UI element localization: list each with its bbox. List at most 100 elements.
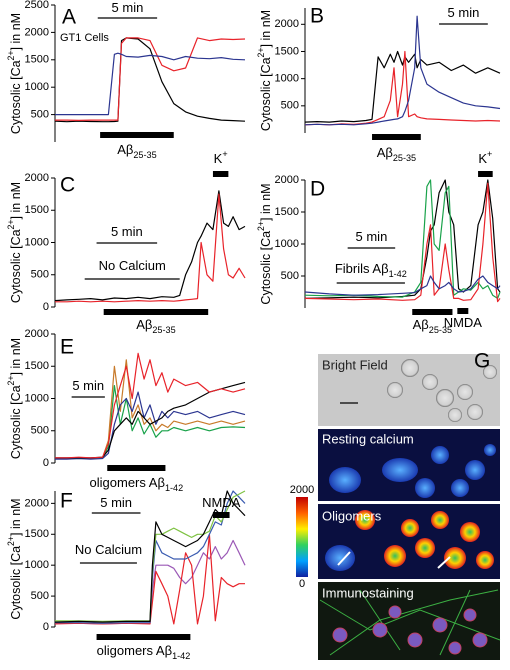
y-tick-label: 500: [31, 109, 49, 121]
bar-label: NMDA: [202, 495, 241, 510]
arrow: [437, 556, 451, 569]
label-part: 5 min: [100, 495, 132, 510]
panel-letter: G: [474, 350, 490, 373]
label-part: Cytosolic [Ca: [259, 231, 273, 305]
colorbar-max: 2000: [290, 484, 314, 496]
panel: 0 500 1000 1500 2000 5 min No Calcium oligomers…: [6, 490, 246, 661]
bar-label: 5 min: [100, 495, 132, 510]
bar-label: oligomers Aβ1-42: [97, 643, 191, 661]
oligomer-cells: [355, 510, 494, 569]
label-part: NMDA: [202, 495, 241, 510]
label-part: 2+: [6, 50, 16, 60]
bar-label: No Calcium: [99, 258, 166, 273]
label-part: K: [478, 151, 487, 166]
y-tick-label: 2000: [25, 328, 49, 340]
bar-label: 5 min: [72, 378, 104, 393]
label-part: Aβ: [377, 145, 393, 160]
label-part: Cytosolic [Ca: [9, 385, 23, 459]
trace: [54, 37, 246, 123]
trace: [304, 179, 501, 299]
label-part: 1-42: [172, 651, 190, 661]
panel-letter: E: [60, 336, 74, 359]
y-axis-label: Cytosolic [Ca2+] in nM: [6, 13, 23, 134]
label-part: +: [487, 149, 492, 159]
panel-letter: A: [62, 6, 76, 29]
trace: [304, 15, 501, 126]
label-part: 2+: [6, 219, 16, 229]
bar-label: Aβ25-35: [136, 317, 175, 335]
y-axis-label: Cytosolic [Ca2+] in nM: [6, 498, 23, 619]
trace: [54, 533, 245, 625]
label-part: ] in nM: [9, 13, 23, 51]
label-part: Aβ: [413, 317, 429, 332]
panel: 0 500 1000 1500 2000 5 min oligomers Aβ1-42 E Cy…: [6, 328, 246, 493]
label-part: NMDA: [444, 315, 483, 330]
label-part: No Calcium: [99, 258, 166, 273]
y-tick-label: 1500: [25, 360, 49, 372]
y-tick-label: 1000: [25, 392, 49, 404]
label-part: 25-35: [152, 325, 175, 335]
label-part: 1-42: [389, 269, 407, 279]
y-tick-label: 1000: [275, 73, 299, 85]
label-part: Cytosolic [Ca: [9, 229, 23, 303]
y-tick-label: 1000: [25, 559, 49, 571]
trace: [55, 193, 246, 303]
trace: [55, 52, 246, 116]
bar-label: No Calcium: [75, 542, 142, 557]
oligomer-cell: [325, 545, 355, 571]
bar-label: 5 min: [111, 224, 143, 239]
resting-cells: [329, 444, 496, 498]
label-part: 25-35: [133, 150, 156, 160]
trace: [55, 37, 246, 121]
bar-label: oligomers Aβ1-42: [90, 475, 184, 493]
y-tick-label: 2000: [25, 497, 49, 509]
y-tick-label: 500: [281, 100, 299, 112]
y-tick-label: 2000: [275, 174, 299, 186]
y-tick-label: 1000: [275, 238, 299, 250]
panel: 500 1000 1500 2000 2500 5 min Aβ25-35 GT1 Cells…: [6, 0, 246, 160]
y-axis-label: Cytosolic [Ca2+] in nM: [6, 338, 23, 459]
bar-label: 5 min: [448, 5, 480, 20]
label-part: 2+: [256, 47, 266, 57]
bar-label: Aβ25-35: [377, 145, 416, 163]
label-part: ] in nM: [259, 10, 273, 48]
y-tick-label: 1000: [25, 236, 49, 248]
image-label: Resting calcium: [322, 431, 414, 446]
y-tick-label: 0: [43, 301, 49, 313]
trace: [304, 50, 501, 126]
label-part: Cytosolic [Ca: [9, 546, 23, 620]
note: GT1 Cells: [60, 32, 109, 44]
label-part: Cytosolic [Ca: [259, 57, 273, 131]
colorbar: [296, 497, 308, 577]
y-tick-label: 500: [31, 425, 49, 437]
y-tick-label: 2000: [25, 26, 49, 38]
bar-label: NMDA: [444, 315, 483, 330]
label-part: ] in nM: [9, 182, 23, 220]
panel-letter: D: [310, 178, 325, 201]
image-label: Bright Field: [322, 357, 388, 372]
y-tick-label: 2000: [275, 18, 299, 30]
label-part: +: [222, 149, 227, 159]
bar-label: Fibrils Aβ1-42: [335, 261, 407, 279]
y-tick-label: 1500: [275, 206, 299, 218]
trace: [55, 352, 246, 459]
y-axis-label: Cytosolic [Ca2+] in nM: [6, 182, 23, 303]
label-part: 5 min: [111, 224, 143, 239]
image-label: Oligomers: [322, 508, 382, 523]
label-part: ] in nM: [9, 498, 23, 536]
y-tick-label: 1500: [25, 54, 49, 66]
image-label: Immunostaining: [322, 585, 414, 600]
y-tick-label: 500: [31, 269, 49, 281]
label-part: 2+: [6, 375, 16, 385]
label-part: 1-42: [165, 483, 183, 493]
bar-label: K+: [214, 149, 228, 166]
label-part: 5 min: [112, 0, 144, 15]
immuno-fibers: [319, 589, 501, 656]
trace: [304, 179, 501, 299]
label-part: 2+: [256, 221, 266, 231]
bright-field-cells: [387, 359, 497, 422]
panel-letter: C: [60, 174, 75, 197]
label-part: 5 min: [356, 229, 388, 244]
